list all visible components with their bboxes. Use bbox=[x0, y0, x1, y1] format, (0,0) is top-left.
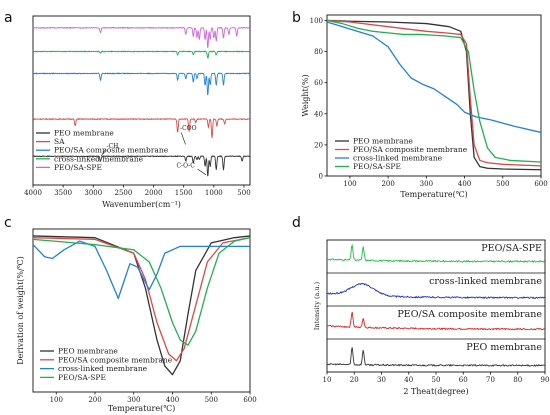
tga-series-cross-linked-membrane bbox=[326, 21, 542, 134]
tga-y-tick-label: 40 bbox=[314, 110, 323, 118]
ftir-x-tick-label: 500 bbox=[237, 189, 250, 197]
ftir-legend-label-peo-membrane: PEO membrane bbox=[54, 129, 114, 138]
ftir-legend-label-cross-linked-membrane: cross-linked membrane bbox=[54, 154, 144, 163]
ftir-series-peo-sa-composite-membrane bbox=[32, 72, 251, 96]
xrd-series-label-peo-membrane: PEO membrane bbox=[466, 342, 542, 353]
tga-legend-label-cross-linked-membrane: cross-linked membrane bbox=[353, 154, 443, 163]
dtg-y-axis-label: Derivation of weight(%/℃) bbox=[16, 256, 25, 365]
xrd-series-label-peo-sa-composite-membrane: PEO/SA composite membrane bbox=[397, 309, 542, 320]
tga-x-axis-label: Temperature(℃) bbox=[400, 190, 468, 199]
chart-panel-a: 4000 3500 3000 2500 2000 1500 1000 500 Wavenumbe… bbox=[24, 15, 251, 209]
tga-x-tick-label: 200 bbox=[381, 180, 394, 188]
dtg-legend-label-peo-sa-composite-membrane: PEO/SA composite membrane bbox=[58, 355, 173, 364]
dtg-legend-label-peo-membrane: PEO membrane bbox=[58, 347, 118, 356]
ftir-legend-label-peo-sa-composite-membrane: PEO/SA composite membrane bbox=[54, 146, 169, 155]
dtg-series-peo-sa-spe bbox=[32, 237, 251, 346]
xrd-series-cross-linked-membrane bbox=[326, 282, 546, 300]
xrd-series-label-cross-linked-membrane: cross-linked membrane bbox=[429, 276, 542, 287]
dtg-series-cross-linked-membrane bbox=[32, 240, 250, 300]
xrd-series-peo-sa-spe bbox=[326, 243, 546, 263]
ftir-annotation-coo-arrow bbox=[181, 132, 186, 145]
ftir-series-cross-linked-membrane bbox=[32, 50, 251, 59]
dtg-legend-label-peo-sa-spe: PEO/SA-SPE bbox=[58, 373, 106, 382]
dtg-x-tick-label: 100 bbox=[50, 396, 63, 404]
dtg-series-peo-sa-composite-membrane bbox=[32, 237, 251, 362]
ftir-x-tick-label: 1000 bbox=[205, 189, 223, 197]
tga-x-tick-label: 500 bbox=[496, 180, 509, 188]
xrd-y-axis-label: Intensity (a.u.) bbox=[313, 281, 321, 330]
xrd-x-tick-label: 60 bbox=[459, 376, 468, 384]
xrd-x-tick-label: 20 bbox=[350, 376, 359, 384]
ftir-annotation-coo: -COO bbox=[180, 125, 197, 132]
xrd-x-tick-label: 50 bbox=[432, 376, 441, 384]
xrd-x-tick-label: 40 bbox=[404, 376, 413, 384]
tga-y-tick-label: 20 bbox=[314, 141, 323, 149]
ftir-annotation-coc: C-O-C bbox=[176, 162, 195, 169]
ftir-series-sa bbox=[32, 117, 251, 138]
ftir-x-tick-label: 3500 bbox=[54, 189, 72, 197]
ftir-series-peo-membrane bbox=[32, 155, 251, 177]
panel-label-b: b bbox=[292, 10, 301, 26]
xrd-series-peo-membrane bbox=[326, 347, 546, 367]
tga-y-tick-label: 60 bbox=[314, 79, 323, 87]
ftir-x-tick-label: 2500 bbox=[115, 189, 133, 197]
chart-panel-b: 100 200 300 400 500 600 0 20 40 60 80 100 Temperatur… bbox=[301, 14, 548, 199]
ftir-annotation-ch: -CH bbox=[107, 143, 119, 150]
ftir-annotation-ch-arrow bbox=[100, 149, 106, 157]
tga-x-tick-label: 600 bbox=[534, 180, 547, 188]
tga-y-axis-label: Weight(%) bbox=[301, 74, 310, 116]
dtg-x-axis-label: Temperature(℃) bbox=[108, 404, 176, 413]
tga-y-tick-label: 80 bbox=[314, 48, 323, 56]
tga-legend-label-peo-membrane: PEO membrane bbox=[353, 137, 413, 146]
xrd-series-label-peo-sa-spe: PEO/SA-SPE bbox=[481, 243, 542, 254]
tga-series-peo-sa-spe bbox=[326, 19, 542, 163]
dtg-x-tick-label: 600 bbox=[243, 396, 256, 404]
tga-series-peo-sa-composite-membrane bbox=[326, 19, 542, 167]
ftir-plot-frame bbox=[32, 15, 251, 186]
xrd-x-tick-label: 90 bbox=[541, 376, 550, 384]
panel-label-d: d bbox=[292, 215, 301, 231]
tga-y-tick-label: 100 bbox=[310, 17, 323, 25]
tga-x-tick-label: 100 bbox=[343, 180, 356, 188]
dtg-x-tick-label: 300 bbox=[127, 396, 140, 404]
xrd-x-tick-label: 30 bbox=[377, 376, 386, 384]
tga-legend-label-peo-sa-composite-membrane: PEO/SA composite membrane bbox=[353, 145, 468, 154]
tga-x-tick-label: 300 bbox=[420, 180, 433, 188]
ftir-x-tick-label: 2000 bbox=[145, 189, 163, 197]
chart-panel-c: 100 200 300 400 500 600 Temperature(℃) Derivati… bbox=[16, 228, 257, 413]
ftir-legend-label-sa: SA bbox=[54, 137, 65, 146]
chart-panel-d: 10 20 30 40 50 60 70 80 90 2 Theat(degree) Intensi… bbox=[313, 239, 550, 396]
xrd-x-tick-label: 80 bbox=[513, 376, 522, 384]
tga-y-tick-label: 0 bbox=[319, 173, 323, 181]
dtg-x-tick-label: 500 bbox=[205, 396, 218, 404]
xrd-x-tick-label: 10 bbox=[323, 376, 332, 384]
dtg-x-tick-label: 400 bbox=[166, 396, 179, 404]
panel-label-c: c bbox=[4, 215, 12, 231]
dtg-plot-frame bbox=[32, 228, 251, 393]
tga-legend-label-peo-sa-spe: PEO/SA-SPE bbox=[353, 162, 401, 171]
ftir-annotation-coc-arrow bbox=[197, 168, 207, 176]
xrd-series-peo-sa-composite-membrane bbox=[326, 311, 546, 331]
panel-label-a: a bbox=[4, 10, 13, 26]
dtg-legend-label-cross-linked-membrane: cross-linked membrane bbox=[58, 364, 148, 373]
ftir-x-axis-label: Wavenumber(cm⁻¹) bbox=[102, 200, 181, 209]
ftir-x-tick-label: 3000 bbox=[84, 189, 102, 197]
ftir-x-tick-label: 4000 bbox=[24, 189, 42, 197]
dtg-x-tick-label: 200 bbox=[88, 396, 101, 404]
tga-plot-frame bbox=[326, 14, 542, 177]
xrd-x-axis-label: 2 Theat(degree) bbox=[403, 387, 468, 396]
tga-x-tick-label: 400 bbox=[458, 180, 471, 188]
ftir-series-peo-sa-spe bbox=[32, 26, 251, 48]
xrd-x-tick-label: 70 bbox=[486, 376, 495, 384]
ftir-legend-label-peo-sa-spe: PEO/SA-SPE bbox=[54, 163, 102, 172]
ftir-x-tick-label: 1500 bbox=[175, 189, 193, 197]
